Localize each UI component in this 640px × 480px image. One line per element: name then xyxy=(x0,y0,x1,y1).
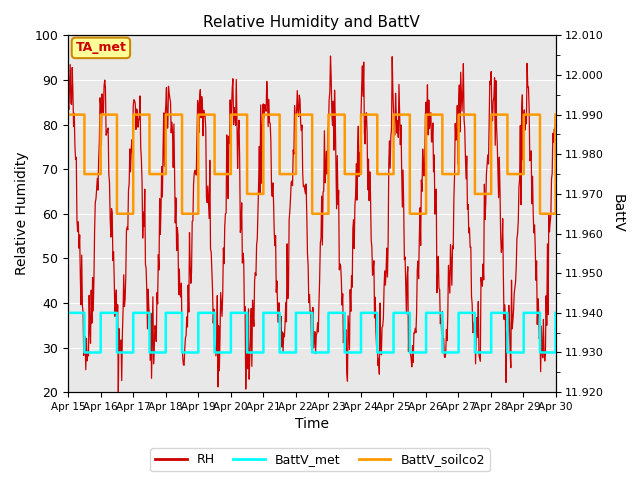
Text: TA_met: TA_met xyxy=(76,41,126,54)
X-axis label: Time: Time xyxy=(295,418,329,432)
Title: Relative Humidity and BattV: Relative Humidity and BattV xyxy=(204,15,420,30)
Legend: RH, BattV_met, BattV_soilco2: RH, BattV_met, BattV_soilco2 xyxy=(150,448,490,471)
Y-axis label: Relative Humidity: Relative Humidity xyxy=(15,152,29,276)
Y-axis label: BattV: BattV xyxy=(611,194,625,233)
